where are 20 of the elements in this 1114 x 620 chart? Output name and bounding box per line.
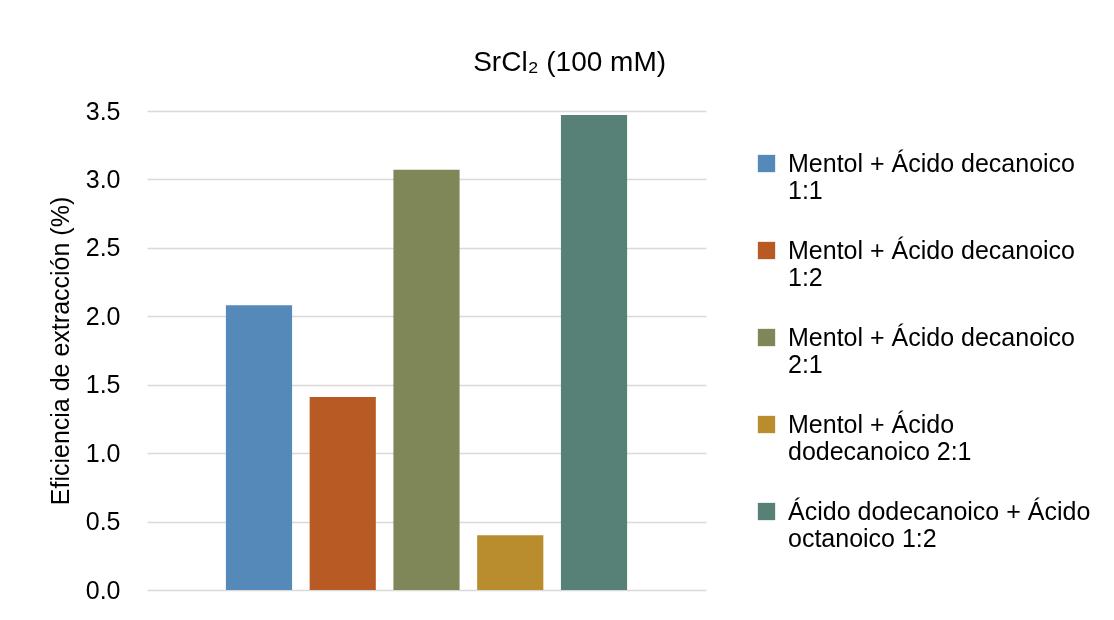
y-axis-title: Eficiencia de extracción (%) [45,196,74,506]
legend-label: Mentol + Ácido decanoico 2:1 [788,322,1075,378]
bar [309,397,376,590]
y-tick-label: 2.5 [85,233,121,262]
legend-label: Mentol + Ácido dodecanoico 2:1 [788,409,972,465]
y-tick-label: 3.0 [85,164,121,193]
y-tick-label: 1.5 [85,370,121,399]
bar [225,305,293,590]
y-tick-label: 1.0 [85,438,121,467]
legend-label: Mentol + Ácido decanoico 1:1 [788,148,1075,204]
legend-label: Mentol + Ácido decanoico 1:2 [788,235,1075,291]
y-tick-label: 0.0 [85,575,121,604]
bar [393,169,460,590]
y-tick-label: 3.5 [85,96,121,125]
bar [560,115,628,590]
legend-label: Ácido dodecanoico + Ácido octanoico 1:2 [788,496,1091,552]
chart-title: SrCl₂ (100 mM) [473,46,667,77]
y-tick-label: 0.5 [85,507,121,536]
y-tick-label: 2.0 [85,301,121,330]
bar [477,535,544,590]
